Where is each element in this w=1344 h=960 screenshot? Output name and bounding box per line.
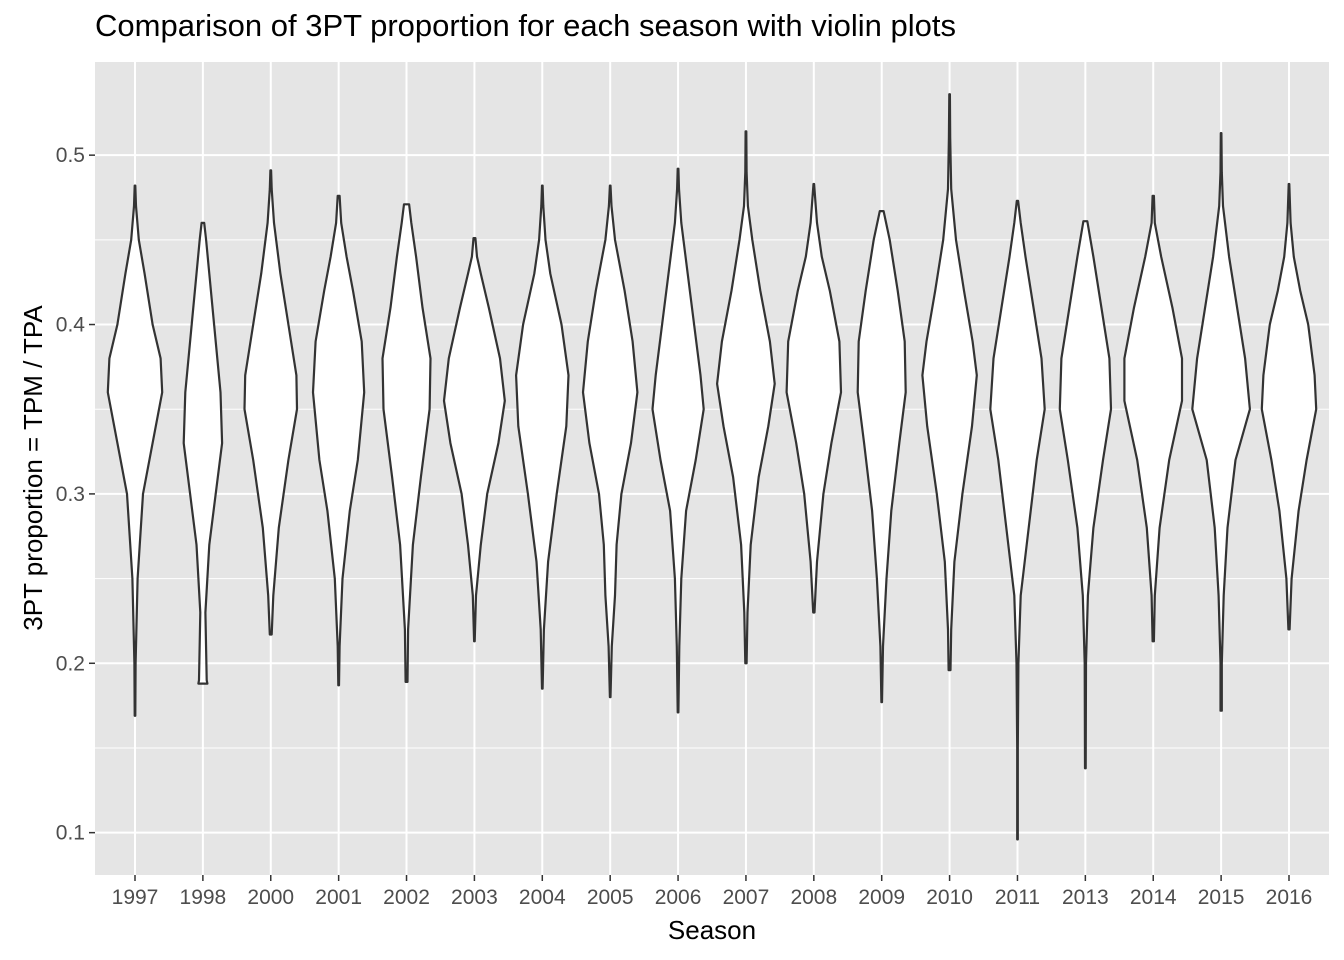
violin-2009	[856, 210, 907, 704]
violin-2006	[651, 167, 705, 714]
x-tick-label: 2001	[315, 886, 362, 909]
x-tick-label: 2007	[723, 886, 770, 909]
violin-2013	[1058, 220, 1113, 770]
violin-2002	[381, 203, 432, 683]
x-tick-label: 2011	[995, 886, 1040, 909]
x-tick-label: 2014	[1130, 886, 1177, 909]
x-axis-title: Season	[668, 915, 756, 945]
x-tick-label: 2005	[587, 886, 634, 909]
violin-2000	[243, 169, 299, 636]
y-axis: 0.1 0.2 0.3 0.4 0.5	[56, 144, 95, 845]
plot-panel	[95, 62, 1329, 875]
violin-2004	[515, 184, 570, 690]
x-tick-label: 1997	[112, 886, 159, 909]
y-tick-label: 0.3	[56, 483, 85, 506]
violin-1998	[182, 221, 224, 685]
y-axis-title: 3PT proportion = TPM / TPA	[18, 305, 48, 631]
violin-2007	[716, 130, 776, 665]
violin-2011	[989, 199, 1046, 841]
x-tick-label: 2013	[1062, 886, 1109, 909]
x-tick-label: 2004	[519, 886, 566, 909]
violin-2016	[1260, 182, 1318, 631]
x-tick-label: 2016	[1266, 886, 1313, 909]
y-tick-label: 0.2	[56, 652, 85, 675]
y-tick-label: 0.1	[56, 822, 85, 845]
violin-2010	[921, 93, 978, 672]
violin-2008	[785, 182, 843, 614]
violin-2003	[442, 237, 506, 643]
x-axis: 1997 1998 2000 2001 2002 2003 2004 2005 2006 2007…	[112, 875, 1313, 909]
violin-2005	[581, 184, 639, 699]
x-tick-label: 2003	[451, 886, 498, 909]
violin-2001	[311, 194, 366, 687]
x-tick-label: 2010	[926, 886, 973, 909]
x-tick-label: 2008	[790, 886, 837, 909]
x-tick-label: 2006	[655, 886, 702, 909]
y-tick-label: 0.5	[56, 144, 85, 167]
x-tick-label: 2009	[858, 886, 905, 909]
y-tick-label: 0.4	[56, 314, 86, 337]
x-tick-label: 1998	[180, 886, 227, 909]
violin-2014	[1123, 194, 1184, 643]
x-tick-label: 2002	[383, 886, 430, 909]
violin-1997	[106, 184, 164, 717]
x-tick-label: 2015	[1198, 886, 1245, 909]
violins	[106, 93, 1318, 841]
x-tick-label: 2000	[247, 886, 294, 909]
violin-2015	[1191, 132, 1251, 712]
chart-title: Comparison of 3PT proportion for each se…	[95, 8, 956, 43]
